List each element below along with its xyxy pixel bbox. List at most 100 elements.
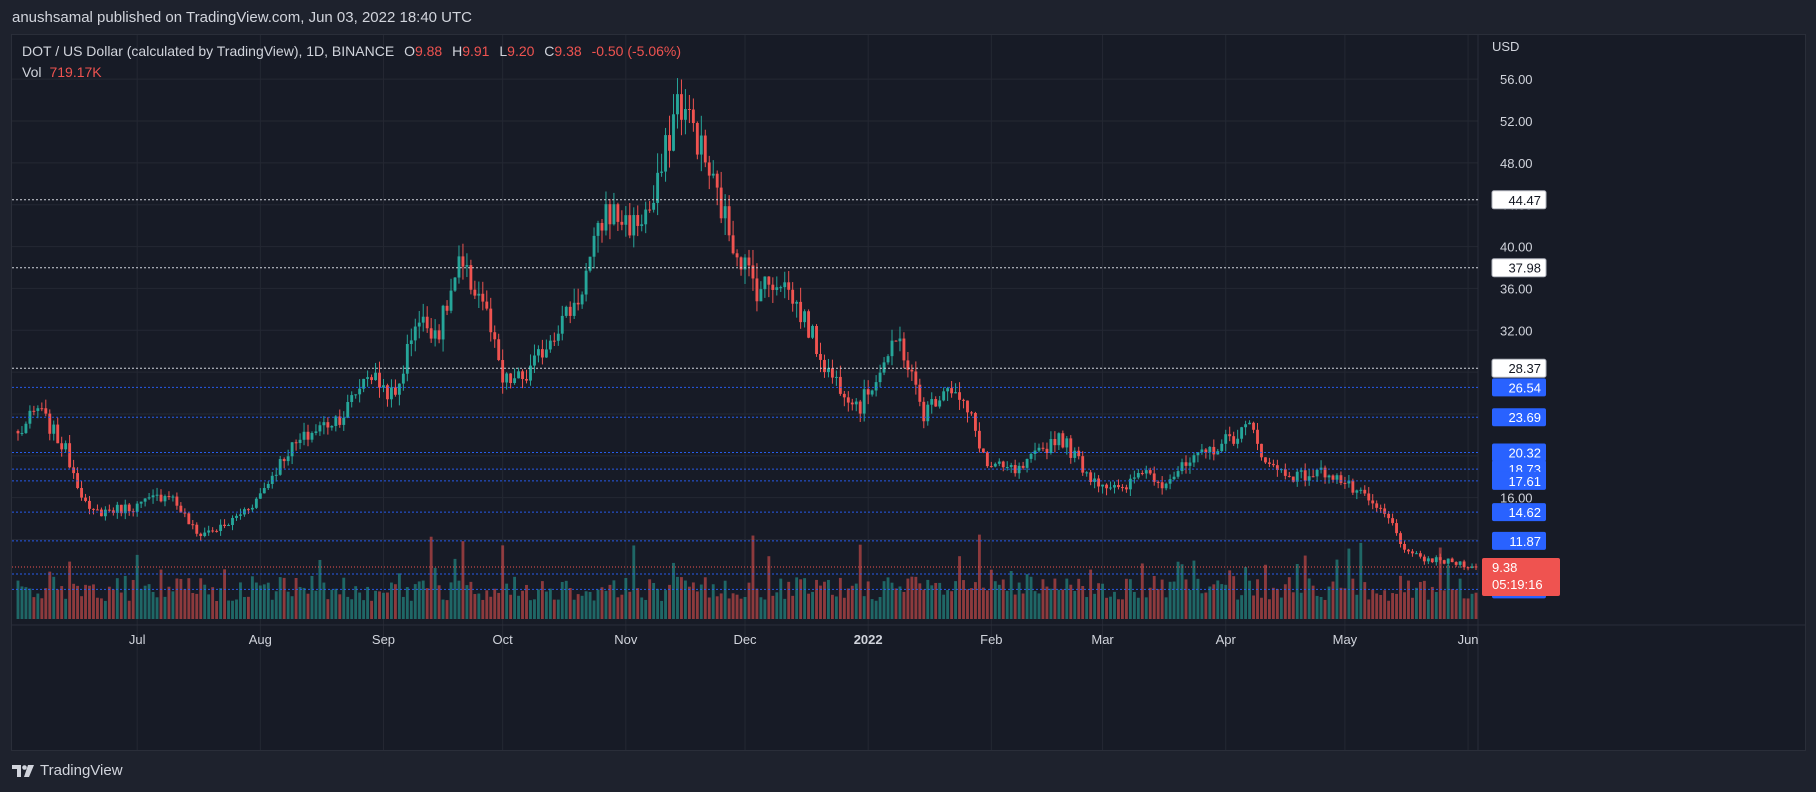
low-value: 9.20 xyxy=(507,43,535,59)
candle-body xyxy=(32,410,36,412)
candle-body xyxy=(314,431,318,433)
volume-bar xyxy=(453,558,457,619)
volume-bar xyxy=(235,599,238,619)
y-tick-label: 52.00 xyxy=(1500,114,1533,129)
volume-bar xyxy=(517,595,520,619)
candle-body xyxy=(830,368,834,378)
y-tick-label: 16.00 xyxy=(1500,491,1533,506)
candle-body xyxy=(334,416,338,426)
volume-bar xyxy=(449,582,453,619)
volume-bar xyxy=(687,586,691,619)
volume-bar xyxy=(787,581,791,619)
volume-bar xyxy=(1347,548,1351,619)
candle-body xyxy=(1411,551,1414,554)
candle-body xyxy=(1033,450,1037,454)
volume-bar xyxy=(950,591,954,619)
candle-body xyxy=(1081,456,1085,473)
volume-bar xyxy=(390,582,393,619)
volume-bar xyxy=(604,590,608,619)
volume-bar xyxy=(1220,584,1224,619)
symbol-title[interactable]: DOT / US Dollar (calculated by TradingVi… xyxy=(22,43,395,59)
candle-body xyxy=(592,235,596,257)
volume-bar xyxy=(1069,584,1073,619)
candle-body xyxy=(823,359,826,373)
volume-bar xyxy=(525,584,528,619)
candle-body xyxy=(1271,463,1275,466)
volume-bar xyxy=(127,600,131,619)
candle-body xyxy=(695,123,699,155)
volume-bar xyxy=(513,576,517,619)
volume-bar xyxy=(934,582,938,619)
volume-bar xyxy=(556,599,560,619)
volume-bar xyxy=(72,583,76,619)
volume-bar xyxy=(378,591,381,619)
price-chart[interactable]: USD56.0052.0048.0044.0040.0036.0032.0028… xyxy=(12,35,1805,750)
candle-body xyxy=(1442,560,1446,564)
candle-body xyxy=(886,356,890,363)
candle-body xyxy=(1077,450,1081,457)
volume-bar xyxy=(751,535,755,619)
candle-body xyxy=(239,514,242,516)
candle-body xyxy=(890,340,894,357)
volume-bar xyxy=(1093,593,1097,619)
candle-body xyxy=(1204,449,1208,453)
volume-bar xyxy=(243,597,246,619)
candle-body xyxy=(687,108,691,110)
candle-body xyxy=(580,294,584,305)
volume-bar xyxy=(1275,588,1279,619)
volume-bar xyxy=(1208,586,1212,619)
volume-bar xyxy=(211,587,215,619)
candle-body xyxy=(894,340,898,342)
candle-body xyxy=(175,496,179,506)
footer-brand[interactable]: TradingView xyxy=(12,762,123,779)
candle-body xyxy=(870,390,874,395)
candle-body xyxy=(977,430,981,449)
candle-body xyxy=(652,202,656,210)
candle-body xyxy=(338,416,342,425)
volume-bar xyxy=(175,578,179,619)
volume-bar xyxy=(989,569,993,619)
countdown-value: 05:19:16 xyxy=(1492,577,1543,592)
blue-level-badge-label: 11.87 xyxy=(1509,534,1541,549)
volume-bar xyxy=(99,598,103,619)
volume-label[interactable]: Vol xyxy=(22,64,42,80)
candle-body xyxy=(1148,470,1152,474)
volume-bar xyxy=(493,588,497,619)
candle-body xyxy=(1109,487,1112,489)
volume-bar xyxy=(783,598,787,619)
volume-bar xyxy=(1426,599,1430,619)
volume-bar xyxy=(1327,586,1331,619)
volume-bar xyxy=(1407,580,1410,619)
volume-bar xyxy=(997,584,1001,619)
candle-body xyxy=(751,265,755,279)
candle-body xyxy=(358,388,362,395)
candle-body xyxy=(1422,556,1426,562)
candle-body xyxy=(1367,493,1371,501)
volume-bar xyxy=(1224,584,1228,619)
volume-bar xyxy=(1085,597,1089,619)
volume-bar xyxy=(755,588,759,619)
candle-body xyxy=(942,391,946,401)
candle-body xyxy=(60,443,64,450)
candle-body xyxy=(1097,478,1101,487)
volume-bar xyxy=(509,594,513,619)
volume-bar xyxy=(330,589,334,619)
volume-bar xyxy=(32,597,36,619)
volume-bar xyxy=(44,588,48,619)
candle-body xyxy=(1458,561,1462,565)
candle-body xyxy=(1188,462,1192,466)
volume-legend: Vol 719.17K xyxy=(22,64,102,80)
volume-bar xyxy=(1140,563,1144,619)
volume-bar xyxy=(668,584,671,619)
volume-bar xyxy=(1089,569,1093,619)
candle-body xyxy=(223,524,227,526)
chart-frame[interactable]: USD56.0052.0048.0044.0040.0036.0032.0028… xyxy=(11,34,1806,751)
candle-body xyxy=(707,162,711,176)
candle-body xyxy=(115,504,119,513)
volume-bar xyxy=(1256,579,1259,619)
volume-bar xyxy=(1252,595,1255,619)
candle-body xyxy=(481,293,485,302)
volume-bar xyxy=(632,545,636,619)
candle-body xyxy=(767,276,771,285)
candle-body xyxy=(838,376,842,394)
